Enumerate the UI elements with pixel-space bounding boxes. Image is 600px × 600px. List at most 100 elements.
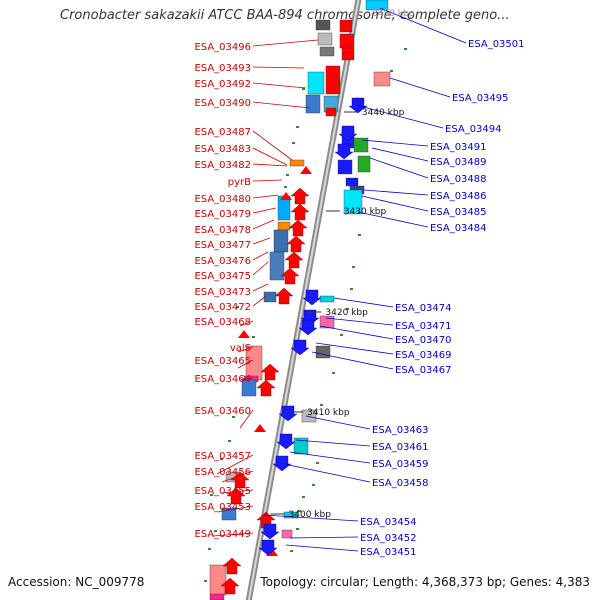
gene-label-left[interactable]: ESA_03493 (194, 63, 251, 74)
minor-tick (332, 372, 335, 374)
gene-label-left[interactable]: ESA_03482 (194, 160, 251, 171)
reverse-gene-arrow (338, 125, 358, 142)
label-leader-line (252, 251, 269, 261)
forward-gene-arrow (290, 187, 310, 205)
reverse-gene-arrow (278, 405, 298, 422)
minor-tick (286, 174, 289, 176)
forward-gene-arrow (230, 471, 250, 489)
gene-label-right[interactable]: ESA_03474 (395, 303, 452, 314)
gene-label-right[interactable]: ESA_03501 (468, 39, 525, 50)
gene-label-right[interactable]: ESA_03494 (445, 124, 502, 135)
minor-tick (292, 142, 295, 144)
gene-label-right[interactable]: ESA_03484 (430, 223, 487, 234)
gene-feature (301, 409, 317, 423)
label-leader-line (371, 147, 429, 162)
gene-label-left[interactable]: ESA_03456 (194, 467, 251, 478)
gene-label-right[interactable]: ESA_03463 (372, 425, 429, 436)
label-leader-line (305, 415, 371, 430)
gene-label-left[interactable]: ESA_03453 (194, 502, 251, 513)
gene-label-right[interactable]: ESA_03454 (360, 517, 417, 528)
label-leader-line (295, 439, 371, 447)
reverse-gene-arrow (260, 523, 280, 540)
gene-label-left[interactable]: ESA_03479 (194, 209, 251, 220)
label-leader-line (252, 194, 279, 199)
gene-label-left[interactable]: ESA_03468 (194, 317, 251, 328)
gene-label-left[interactable]: ESA_03449 (194, 529, 251, 540)
gene-label-right[interactable]: ESA_03489 (430, 157, 487, 168)
minor-tick (352, 266, 355, 268)
gene-feature (373, 71, 391, 87)
gene-feature (263, 291, 277, 303)
gene-label-left[interactable]: ESA_03464 (194, 374, 251, 385)
label-leader-line (252, 39, 319, 47)
gene-label-left[interactable]: ESA_03483 (194, 144, 251, 155)
minor-tick (302, 88, 305, 90)
gene-label-right[interactable]: ESA_03471 (395, 321, 452, 332)
minor-tick (220, 458, 223, 460)
minor-tick (296, 126, 299, 128)
label-leader-line (252, 82, 307, 89)
forward-gene-arrow (300, 166, 312, 174)
gene-feature (365, 0, 389, 11)
gene-label-left[interactable]: ESA_03477 (194, 240, 251, 251)
gene-label-right[interactable]: ESA_03491 (430, 142, 487, 153)
gene-feature (209, 593, 225, 600)
gene-label-left[interactable]: ESA_03478 (194, 225, 251, 236)
gene-label-left[interactable]: ESA_03465 (194, 356, 251, 367)
label-leader-line (212, 532, 254, 537)
gene-label-left[interactable]: ESA_03457 (194, 451, 251, 462)
gene-label-right[interactable]: ESA_03451 (360, 547, 417, 558)
gene-feature (277, 221, 291, 231)
gene-label-right[interactable]: ESA_03485 (430, 207, 487, 218)
label-leader-line (355, 104, 444, 129)
gene-label-left[interactable]: ESA_03472 (194, 302, 251, 313)
scale-tick-label: 3400 kbp (289, 510, 332, 520)
gene-feature (209, 564, 227, 596)
gene-label-left[interactable]: ESA_03460 (194, 406, 251, 417)
gene-feature (241, 379, 257, 397)
label-leader-line (363, 189, 429, 196)
gene-label-left[interactable]: pyrB (228, 177, 251, 188)
gene-label-right[interactable]: ESA_03469 (395, 350, 452, 361)
gene-label-left[interactable]: ESA_03496 (194, 42, 251, 53)
gene-label-left[interactable]: ESA_03476 (194, 256, 251, 267)
label-leader-line (252, 219, 275, 230)
minor-tick (298, 510, 301, 512)
gene-label-right[interactable]: ESA_03459 (372, 459, 429, 470)
gene-feature (281, 529, 293, 539)
gene-feature (307, 71, 325, 95)
gene-label-right[interactable]: ESA_03470 (395, 335, 452, 346)
gene-label-left[interactable]: ESA_03455 (194, 486, 251, 497)
gene-label-left[interactable]: ESA_03480 (194, 194, 251, 205)
gene-label-right[interactable]: ESA_03486 (430, 191, 487, 202)
gene-label-right[interactable]: ESA_03461 (372, 442, 429, 453)
gene-label-left[interactable]: ESA_03473 (194, 287, 251, 298)
reverse-gene-arrow (334, 143, 354, 160)
minor-tick (316, 462, 319, 464)
gene-label-right[interactable]: ESA_03495 (452, 93, 509, 104)
label-leader-line (239, 377, 254, 381)
gene-label-left[interactable]: valS (230, 343, 251, 354)
minor-tick (296, 528, 299, 530)
minor-tick (320, 404, 323, 406)
gene-label-left[interactable]: ESA_03475 (194, 271, 251, 282)
minor-tick (340, 334, 343, 336)
gene-label-left[interactable]: ESA_03492 (194, 79, 251, 90)
gene-label-right[interactable]: ESA_03488 (430, 174, 487, 185)
reverse-gene-arrow (302, 289, 322, 306)
label-leader-line (263, 514, 359, 522)
forward-gene-arrow (288, 219, 308, 237)
minor-tick (228, 440, 231, 442)
gene-label-right[interactable]: ESA_03452 (360, 533, 417, 544)
gene-label-right[interactable]: ESA_03467 (395, 365, 452, 376)
gene-label-right[interactable]: ESA_03458 (372, 478, 429, 489)
label-leader-line (315, 342, 394, 355)
label-leader-line (217, 505, 254, 513)
gene-label-left[interactable]: ESA_03487 (194, 127, 251, 138)
gene-label-left[interactable]: ESA_03490 (194, 98, 251, 109)
minor-tick (232, 416, 235, 418)
forward-gene-arrow (238, 330, 250, 338)
gene-feature (283, 511, 299, 519)
gene-feature (315, 19, 331, 31)
